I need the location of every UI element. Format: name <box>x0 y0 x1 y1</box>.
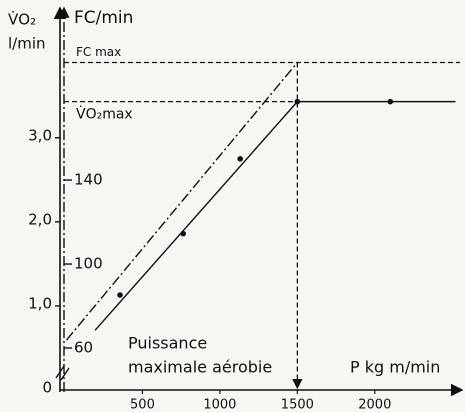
data-point <box>387 98 394 105</box>
x-label: P kg m/min <box>350 358 440 377</box>
y-tick-label: 0 <box>42 379 52 397</box>
data-point <box>117 292 123 298</box>
y2-label: FC/min <box>74 8 133 28</box>
y2-tick-label: 60 <box>74 339 93 357</box>
y-tick-label: 1,0 <box>28 294 52 312</box>
y-label: l/min <box>8 35 46 53</box>
y2-tick-label: 140 <box>74 171 103 189</box>
data-point <box>237 156 243 162</box>
vo2-max-label: V̇O₂max <box>76 106 133 123</box>
x-tick-label: 500 <box>130 398 155 412</box>
annotation: maximale aérobie <box>128 358 272 377</box>
data-point <box>180 230 186 237</box>
data-line <box>94 100 456 331</box>
data-point <box>294 98 301 105</box>
fc-max-label: FC max <box>76 45 121 59</box>
x-tick-label: 1500 <box>281 398 314 412</box>
data-line <box>66 62 298 341</box>
x-tick-label: 2000 <box>358 398 391 412</box>
y2-tick-label: 100 <box>74 255 103 273</box>
y-label: V̇O₂ <box>8 10 36 29</box>
annotation: Puissance <box>128 334 207 353</box>
y-tick-label: 2,0 <box>28 210 52 228</box>
axis-break <box>55 365 70 381</box>
x-tick-label: 1000 <box>203 398 236 412</box>
y-tick-label: 3,0 <box>28 126 52 144</box>
